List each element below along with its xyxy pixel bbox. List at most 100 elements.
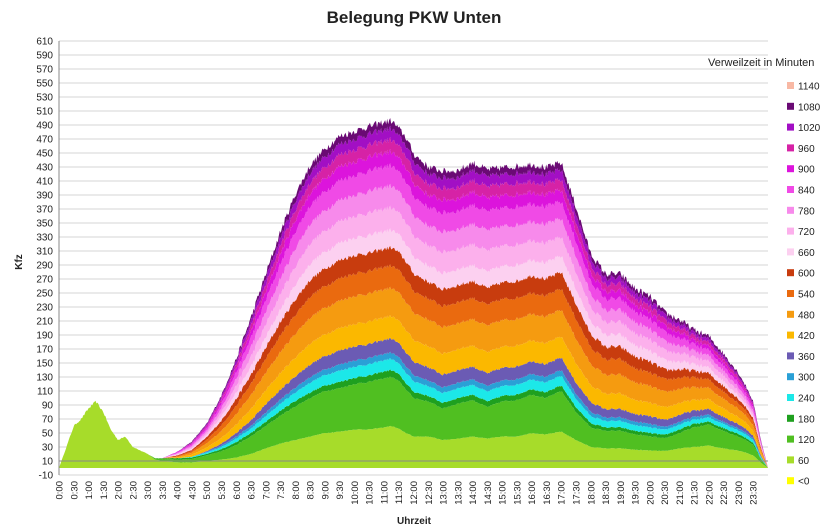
x-tick-label: 5:00 [202,481,213,500]
x-tick-label: 8:00 [291,481,302,500]
y-tick-label: 550 [36,79,53,90]
area-360 [59,337,768,468]
y-tick-label: 310 [36,247,53,258]
x-tick-label: 20:30 [660,481,671,505]
y-tick-label: 270 [36,275,53,286]
area-600 [59,245,768,468]
area-120 [59,376,768,468]
y-tick-label: 10 [42,457,54,468]
x-tick-label: 0:30 [69,481,80,500]
y-axis-ticks: -10 10 30 50 70 90 110 130 150 170 190 210 230 250 270… [36,37,53,482]
x-axis-ticks: 0:00 0:30 1:00 1:30 2:00 2:30 3:00 3:30 4:00 4:30… [55,481,760,505]
x-tick-label: 19:00 [616,481,627,505]
legend-label: 840 [798,186,815,197]
x-tick-label: 7:00 [261,481,272,500]
x-tick-label: 21:00 [675,481,686,505]
x-tick-label: 15:30 [512,481,523,505]
x-tick-label: 18:00 [586,481,597,505]
area-60 [59,400,768,468]
y-tick-label: 150 [36,359,53,370]
area-series [59,118,768,469]
legend-label: 180 [798,414,815,425]
legend-label: 540 [798,290,815,301]
legend-label: 660 [798,248,815,259]
legend-swatch-<0 [787,477,794,485]
x-tick-label: 16:30 [542,481,553,505]
x-tick-label: 9:30 [335,481,346,500]
y-tick-label: 50 [42,429,54,440]
area-420 [59,315,768,468]
x-tick-label: 1:00 [84,481,95,500]
area-540 [59,264,768,468]
legend-label: 120 [798,435,815,446]
x-tick-label: 7:30 [276,481,287,500]
x-tick-label: 18:30 [601,481,612,505]
legend-swatch-480 [787,310,794,318]
x-tick-label: 0:00 [55,481,66,500]
legend-label: 960 [798,144,815,155]
x-tick-label: 2:30 [128,481,139,500]
y-tick-label: 450 [36,149,53,160]
x-tick-label: 1:30 [99,481,110,500]
legend-label: 720 [798,227,815,238]
x-tick-label: 13:00 [439,481,450,505]
area-180 [59,369,768,468]
area-480 [59,286,768,468]
legend-swatch-720 [787,227,794,235]
legend-swatch-900 [787,165,794,173]
x-tick-label: 12:30 [424,481,435,505]
y-tick-label: 190 [36,331,53,342]
legend-swatch-1140 [787,82,794,89]
x-tick-label: 3:00 [143,481,154,500]
y-tick-label: 490 [36,121,53,132]
legend-label: 600 [798,269,815,280]
axes [58,41,768,475]
x-tick-label: 10:30 [365,481,376,505]
x-tick-label: 16:00 [527,481,538,505]
legend: 1140 1080 1020 960 900 840 780 720 660 600 540 480 4… [787,82,821,488]
legend-label: 780 [798,206,815,217]
legend-swatch-960 [787,144,794,152]
y-tick-label: 290 [36,261,53,272]
legend-label: 900 [798,165,815,176]
y-tick-label: -10 [39,471,54,482]
area-240 [59,358,768,468]
legend-label: <0 [798,477,810,488]
x-tick-label: 9:00 [320,481,331,500]
x-tick-label: 14:00 [468,481,479,505]
x-tick-label: 13:30 [453,481,464,505]
x-tick-label: 8:30 [306,481,317,500]
y-tick-label: 530 [36,93,53,104]
y-tick-label: 130 [36,373,53,384]
y-tick-label: 410 [36,177,53,188]
y-tick-label: 610 [36,37,53,48]
y-tick-label: 250 [36,289,53,300]
legend-title: Verweilzeit in Minuten [708,57,814,69]
x-tick-label: 5:30 [217,481,228,500]
x-tick-label: 17:00 [557,481,568,505]
area-300 [59,351,768,468]
x-tick-label: 6:00 [232,481,243,500]
x-tick-label: 11:30 [394,481,405,504]
legend-swatch-180 [787,414,794,422]
x-tick-label: 3:30 [158,481,169,500]
x-tick-label: 15:00 [498,481,509,505]
x-tick-label: 23:00 [734,481,745,505]
x-tick-label: 6:30 [247,481,258,500]
legend-swatch-600 [787,269,794,277]
y-axis-label: Kfz [14,254,25,270]
y-tick-label: 330 [36,233,53,244]
legend-swatch-360 [787,352,794,360]
x-tick-label: 12:00 [409,481,420,505]
y-tick-label: 110 [37,387,53,398]
y-tick-label: 470 [36,135,53,146]
legend-label: 360 [798,352,815,363]
x-tick-label: 22:00 [704,481,715,505]
y-tick-label: 350 [36,219,53,230]
legend-label: 480 [798,310,815,321]
legend-swatch-540 [787,290,794,297]
x-tick-label: 20:00 [645,481,656,505]
legend-label: 420 [798,331,815,342]
area-720 [59,205,768,468]
